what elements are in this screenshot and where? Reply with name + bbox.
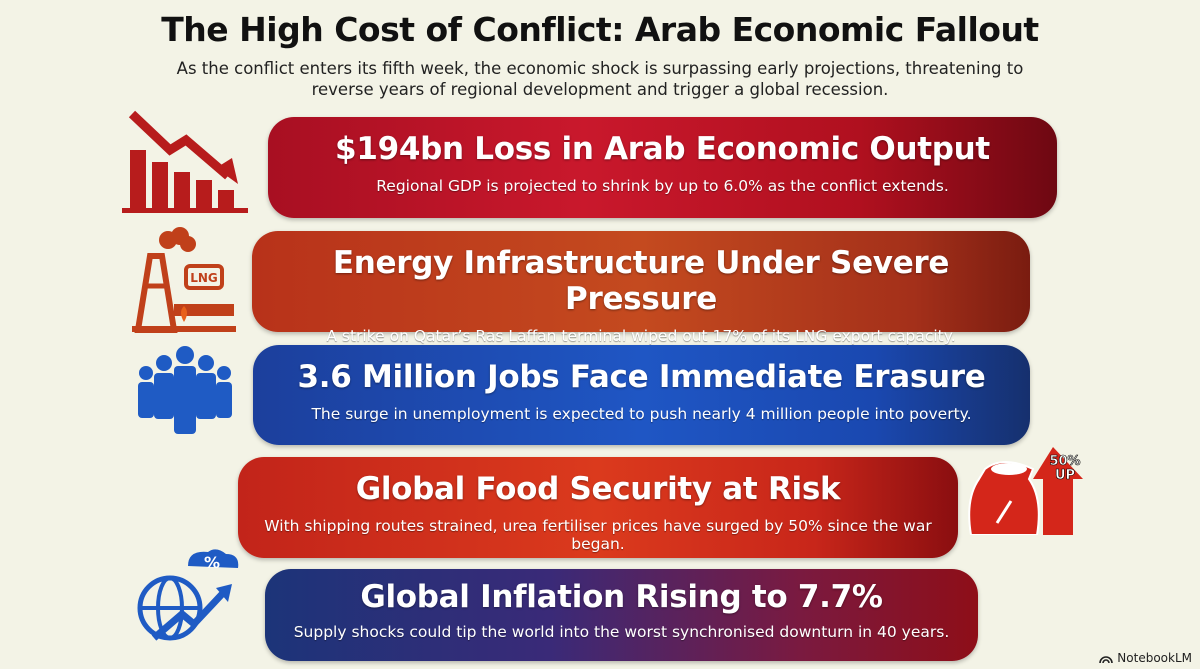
lng-plant-icon: LNG xyxy=(132,227,236,333)
grain-sack-icon: 50% UP xyxy=(968,447,1083,535)
card-text: With shipping routes strained, urea fert… xyxy=(264,517,932,553)
card-text: A strike on Qatar’s Ras Laffan terminal … xyxy=(326,327,956,345)
card-energy-infrastructure: Energy Infrastructure Under Severe Press… xyxy=(252,231,1030,345)
card-text: The surge in unemployment is expected to… xyxy=(311,405,972,423)
card-jobs: 3.6 Million Jobs Face Immediate Erasure … xyxy=(253,345,1030,445)
percent-label: % xyxy=(204,553,220,572)
card-title: Global Inflation Rising to 7.7% xyxy=(360,579,883,615)
lng-label: LNG xyxy=(190,271,218,285)
card-economic-output: $194bn Loss in Arab Economic Output Regi… xyxy=(268,117,1057,218)
card-inflation: Global Inflation Rising to 7.7% Supply s… xyxy=(265,569,978,661)
card-title: 3.6 Million Jobs Face Immediate Erasure xyxy=(297,359,986,395)
card-title: Global Food Security at Risk xyxy=(355,471,841,507)
card-food-security: Global Food Security at Risk With shippi… xyxy=(238,457,958,558)
brand-label: NotebookLM xyxy=(1117,651,1192,665)
people-crowd-icon xyxy=(138,346,232,434)
card-text: Regional GDP is projected to shrink by u… xyxy=(376,177,949,195)
card-title: $194bn Loss in Arab Economic Output xyxy=(335,131,990,167)
page-title: The High Cost of Conflict: Arab Economic… xyxy=(161,10,1039,49)
notebooklm-logo: NotebookLM xyxy=(1099,651,1192,665)
page-subtitle: As the conflict enters its fifth week, t… xyxy=(176,59,1024,99)
card-text: Supply shocks could tip the world into t… xyxy=(293,623,950,641)
card-title: Energy Infrastructure Under Severe Press… xyxy=(332,245,950,317)
notebooklm-icon xyxy=(1099,655,1114,663)
globe-inflation-icon: % xyxy=(137,549,239,641)
falling-chart-icon xyxy=(122,110,248,213)
fifty-percent-up-badge: 50% UP xyxy=(1049,454,1080,483)
